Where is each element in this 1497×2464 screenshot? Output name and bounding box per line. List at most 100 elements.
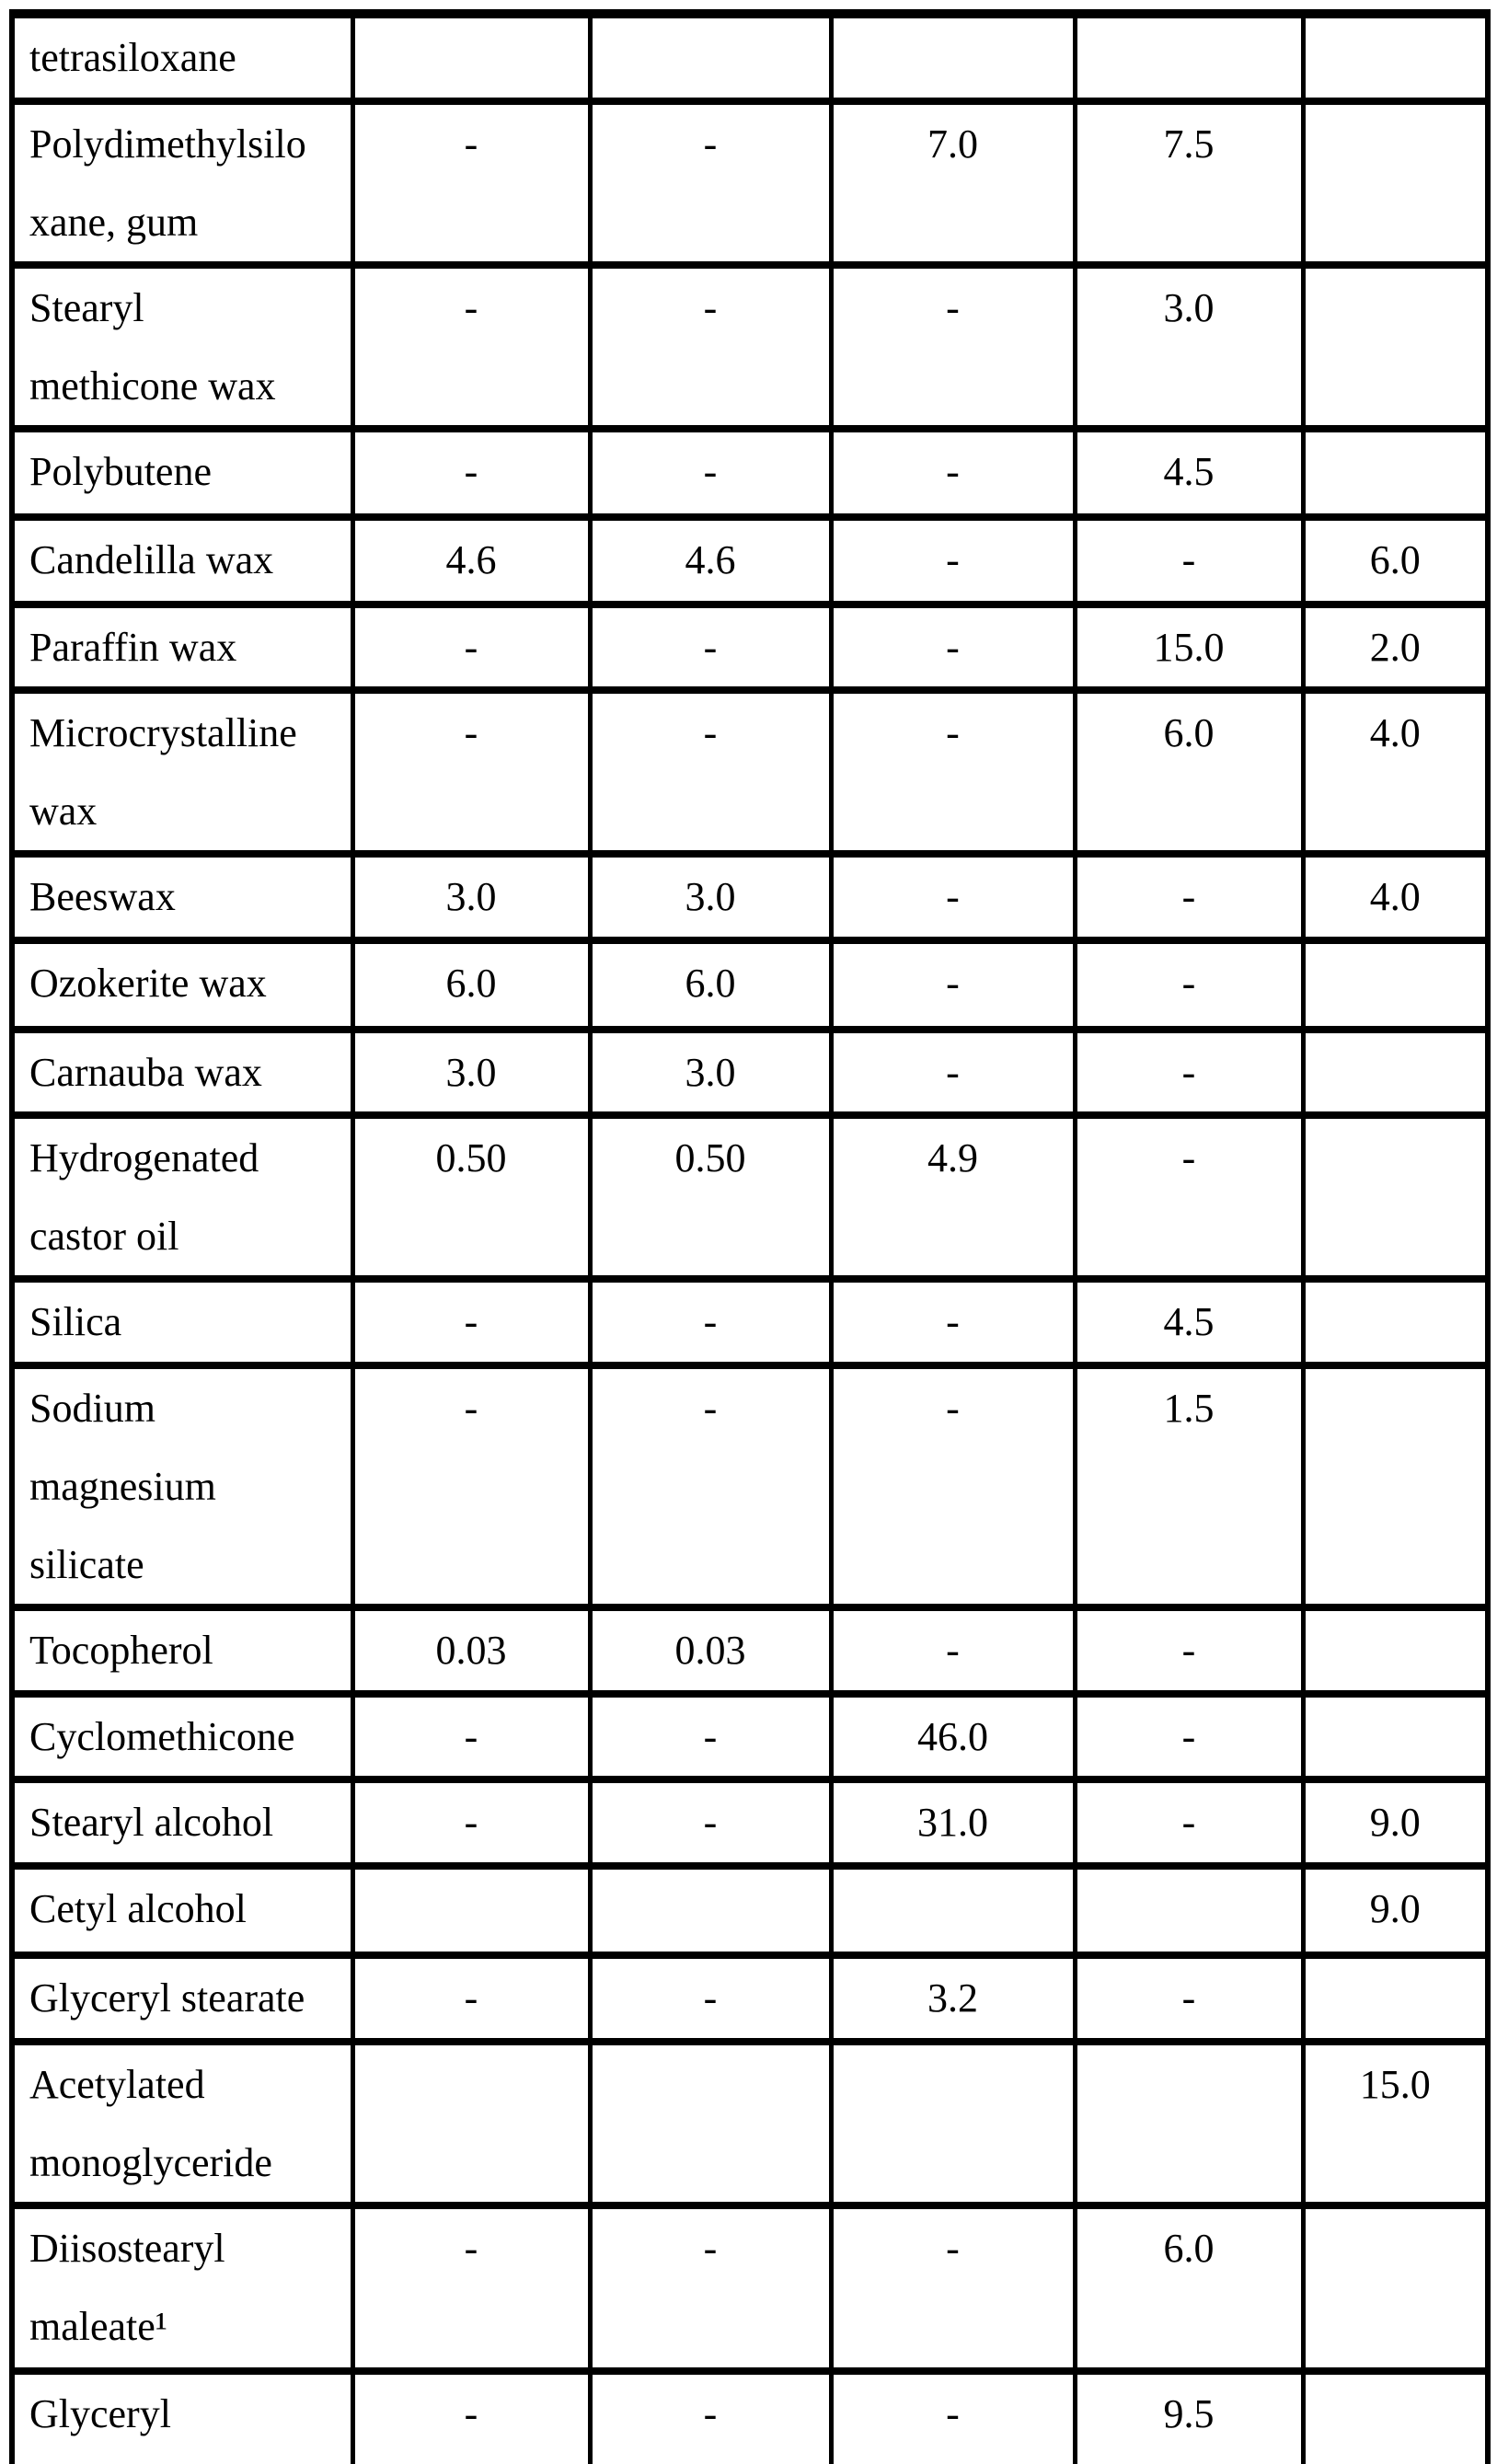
value-cell: - — [828, 261, 1077, 432]
table-row: tetrasiloxane — [9, 10, 1491, 105]
value-cell: - — [350, 2202, 593, 2375]
table-row: Glyceryldistearate---9.5 — [9, 2367, 1491, 2464]
ingredient-label-line: Candelilla wax — [29, 537, 274, 582]
table-row: Carnauba wax 3.0 3.0- - — [9, 1026, 1491, 1119]
value-cell: - — [587, 686, 834, 858]
value-cell — [1300, 1604, 1491, 1698]
ingredient-cell: Beeswax — [9, 850, 355, 944]
ingredient-cell: Hydrogenated castor oil — [9, 1111, 355, 1283]
value-cell: 15.0 — [1300, 2038, 1491, 2209]
ingredient-cell: Polydimethylsilo xane, gum — [9, 98, 355, 269]
value-cell — [828, 1862, 1077, 1959]
table-row: Ozokerite wax 6.0 6.0- - — [9, 937, 1491, 1033]
value-cell — [1300, 1026, 1491, 1119]
value-cell: - — [1072, 937, 1306, 1033]
value-cell: 3.0 — [587, 850, 834, 944]
value-cell: 6.0 — [587, 937, 834, 1033]
value-cell — [587, 2038, 834, 2209]
ingredient-label-line: Carnauba wax — [29, 1050, 262, 1095]
value-cell: 4.0 — [1300, 686, 1491, 858]
ingredient-label-line: Polybutene — [29, 449, 212, 494]
value-cell: - — [350, 2367, 593, 2464]
value-cell: 4.5 — [1072, 425, 1306, 521]
table-row: Glyceryl stearate - -3.2- — [9, 1952, 1491, 2045]
value-cell: - — [828, 1275, 1077, 1369]
value-cell: 4.9 — [828, 1111, 1077, 1283]
ingredient-label-line: silicate — [29, 1542, 144, 1587]
value-cell: 4.6 — [350, 513, 593, 608]
value-cell: - — [350, 686, 593, 858]
table-row: Stearyl alcohol - -31.0-9.0 — [9, 1776, 1491, 1870]
ingredient-cell: Ozokerite wax — [9, 937, 355, 1033]
value-cell — [1300, 1275, 1491, 1369]
value-cell: 15.0 — [1072, 601, 1306, 694]
value-cell: 0.03 — [587, 1604, 834, 1698]
value-cell: 9.0 — [1300, 1862, 1491, 1959]
value-cell: 0.50 — [350, 1111, 593, 1283]
table-row: Stearyl methicone wax - - -3.0 — [9, 261, 1491, 432]
value-cell: - — [350, 1690, 593, 1783]
value-cell: 3.2 — [828, 1952, 1077, 2045]
value-cell: 31.0 — [828, 1776, 1077, 1870]
value-cell: - — [1072, 1690, 1306, 1783]
value-cell: - — [828, 686, 1077, 858]
value-cell — [1300, 261, 1491, 432]
table-row: Paraffin wax - - -15.0 2.0 — [9, 601, 1491, 694]
table-row: Microcrystalline wax - - -6.0 4.0 — [9, 686, 1491, 858]
value-cell: - — [350, 1776, 593, 1870]
ingredient-label-line: xane, gum — [29, 200, 199, 245]
value-cell: 3.0 — [1072, 261, 1306, 432]
ingredient-label-line: Glyceryl stearate — [29, 1975, 305, 2021]
value-cell: 3.0 — [350, 1026, 593, 1119]
value-cell: - — [1072, 850, 1306, 944]
value-cell: 0.50 — [587, 1111, 834, 1283]
ingredient-label-line: wax — [29, 789, 98, 834]
ingredient-label-line: Beeswax — [29, 874, 176, 919]
value-cell: 6.0 — [1072, 2202, 1306, 2375]
value-cell: 6.0 — [350, 937, 593, 1033]
ingredient-label-line: Polydimethylsilo — [29, 121, 306, 167]
ingredient-cell: Carnauba wax — [9, 1026, 355, 1119]
value-cell: - — [587, 1362, 834, 1611]
value-cell: - — [587, 1690, 834, 1783]
value-cell: - — [828, 1362, 1077, 1611]
value-cell: - — [1072, 1952, 1306, 2045]
value-cell — [1300, 1952, 1491, 2045]
ingredient-label-line: tetrasiloxane — [29, 35, 236, 80]
value-cell: 1.5 — [1072, 1362, 1306, 1611]
value-cell: 9.0 — [1300, 1776, 1491, 1870]
value-cell: 2.0 — [1300, 601, 1491, 694]
ingredient-label-line: magnesium — [29, 1464, 216, 1509]
value-cell — [1300, 2202, 1491, 2375]
ingredient-label-line: Stearyl alcohol — [29, 1800, 274, 1845]
value-cell: 7.5 — [1072, 98, 1306, 269]
value-cell — [1072, 10, 1306, 105]
value-cell: 3.0 — [350, 850, 593, 944]
value-cell — [587, 1862, 834, 1959]
value-cell: - — [828, 937, 1077, 1033]
value-cell — [1300, 1690, 1491, 1783]
value-cell — [1300, 1111, 1491, 1283]
value-cell — [350, 10, 593, 105]
value-cell — [828, 10, 1077, 105]
table-row: Diisostearyl maleate¹ - - -6.0 — [9, 2202, 1491, 2375]
value-cell — [1072, 2038, 1306, 2209]
ingredient-label-line: Diisostearyl — [29, 2226, 225, 2271]
formulation-table: tetrasiloxane Polydimethylsilo xane, gum - -… — [9, 9, 1491, 2464]
value-cell: - — [828, 513, 1077, 608]
value-cell — [1300, 98, 1491, 269]
value-cell: - — [587, 1952, 834, 2045]
value-cell — [1300, 10, 1491, 105]
value-cell — [1300, 937, 1491, 1033]
value-cell: - — [350, 1362, 593, 1611]
table-row: Cetyl alcohol 9.0 — [9, 1862, 1491, 1959]
value-cell: - — [587, 425, 834, 521]
table-row: Cyclomethicone - -46.0- — [9, 1690, 1491, 1783]
table-row: Silica - - -4.5 — [9, 1275, 1491, 1369]
value-cell: 7.0 — [828, 98, 1077, 269]
value-cell: 3.0 — [587, 1026, 834, 1119]
ingredient-cell: Candelilla wax — [9, 513, 355, 608]
ingredient-label-line: Tocopherol — [29, 1628, 213, 1673]
ingredient-label-line: Cetyl alcohol — [29, 1886, 247, 1931]
